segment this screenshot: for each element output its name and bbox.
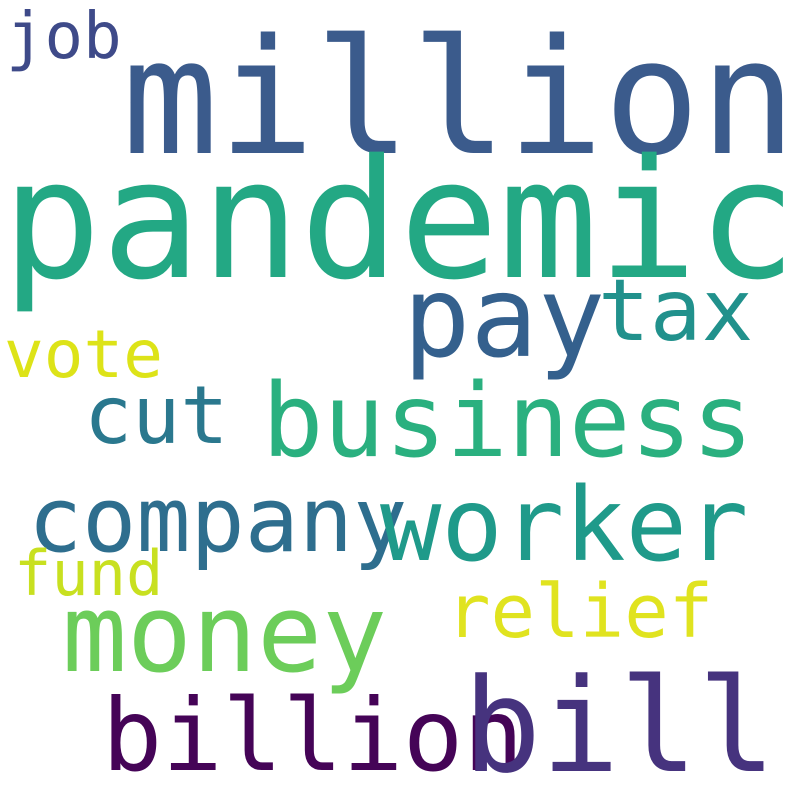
word-vote: vote (4, 316, 163, 393)
word-pandemic: pandemic (2, 124, 797, 316)
word-business: business (262, 362, 754, 481)
word-money: money (62, 572, 388, 697)
word-billion: billion (102, 677, 524, 794)
word-bill: bill (463, 650, 777, 800)
word-relief: relief (446, 569, 714, 655)
word-cut: cut (84, 369, 229, 462)
word-pay: pay (403, 253, 606, 383)
word-tax: tax (598, 261, 754, 361)
word-fund: fund (14, 537, 164, 610)
word-million: million (122, 4, 797, 191)
word-worker: worker (380, 466, 749, 585)
word-job: job (6, 0, 122, 74)
word-company: company (28, 468, 408, 573)
